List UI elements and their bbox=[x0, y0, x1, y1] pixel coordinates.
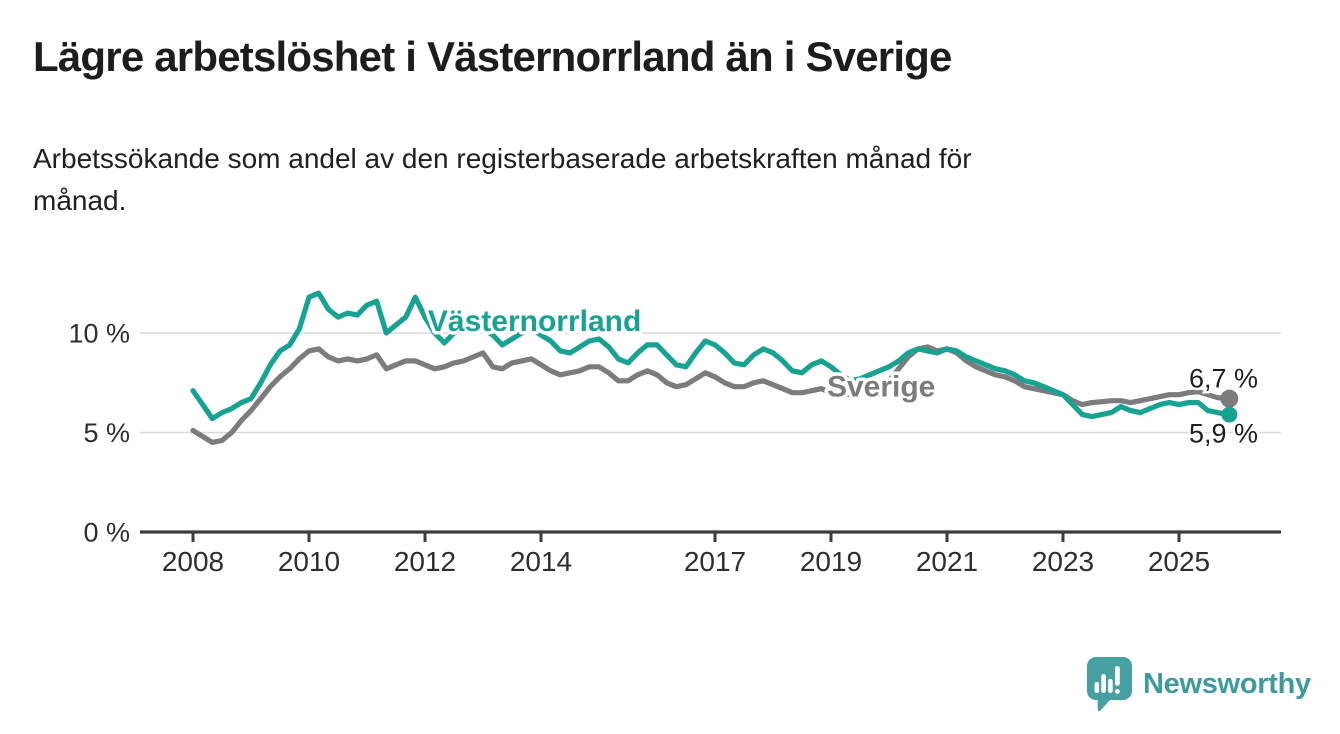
x-tick-label-2017: 2017 bbox=[684, 546, 746, 577]
series-line-sverige bbox=[190, 344, 1230, 445]
line-chart: 0 % 5 % 10 % 2008 2010 2012 2014 2017 2019 2021 20… bbox=[68, 290, 1281, 577]
x-tick-label-2008: 2008 bbox=[162, 546, 224, 577]
y-tick-label-0: 0 % bbox=[83, 518, 130, 548]
y-tick-label-5: 5 % bbox=[83, 418, 130, 448]
subtitle-line-2: månad. bbox=[33, 185, 127, 216]
y-tick-label-10: 10 % bbox=[68, 319, 130, 349]
x-tick-label-2021: 2021 bbox=[916, 546, 978, 577]
newsworthy-logo-icon bbox=[1087, 657, 1132, 711]
end-value-label-sverige: 6,7 % bbox=[1189, 364, 1258, 394]
end-value-label-västernorrland: 5,9 % bbox=[1189, 419, 1258, 449]
subtitle-line-1: Arbetssökande som andel av den registerb… bbox=[33, 143, 972, 174]
series-label-sverige: Sverige bbox=[827, 371, 935, 404]
x-tick-label-2025: 2025 bbox=[1148, 546, 1210, 577]
x-tick-label-2019: 2019 bbox=[800, 546, 862, 577]
end-dot-västernorrland bbox=[1221, 406, 1238, 423]
x-tick-label-2012: 2012 bbox=[394, 546, 456, 577]
series-line-västernorrland bbox=[190, 290, 1230, 422]
newsworthy-branding: Newsworthy bbox=[1087, 657, 1311, 711]
x-tick-label-2023: 2023 bbox=[1032, 546, 1094, 577]
page-title: Lägre arbetslöshet i Västernorrland än i… bbox=[33, 33, 952, 80]
end-dot-sverige bbox=[1220, 389, 1239, 408]
x-tick-label-2014: 2014 bbox=[510, 546, 572, 577]
x-tick-label-2010: 2010 bbox=[278, 546, 340, 577]
series-label-västernorrland: Västernorrland bbox=[428, 305, 641, 338]
newsworthy-brand-text: Newsworthy bbox=[1143, 667, 1311, 700]
chart-subtitle: Arbetssökande som andel av den registerb… bbox=[33, 138, 972, 222]
